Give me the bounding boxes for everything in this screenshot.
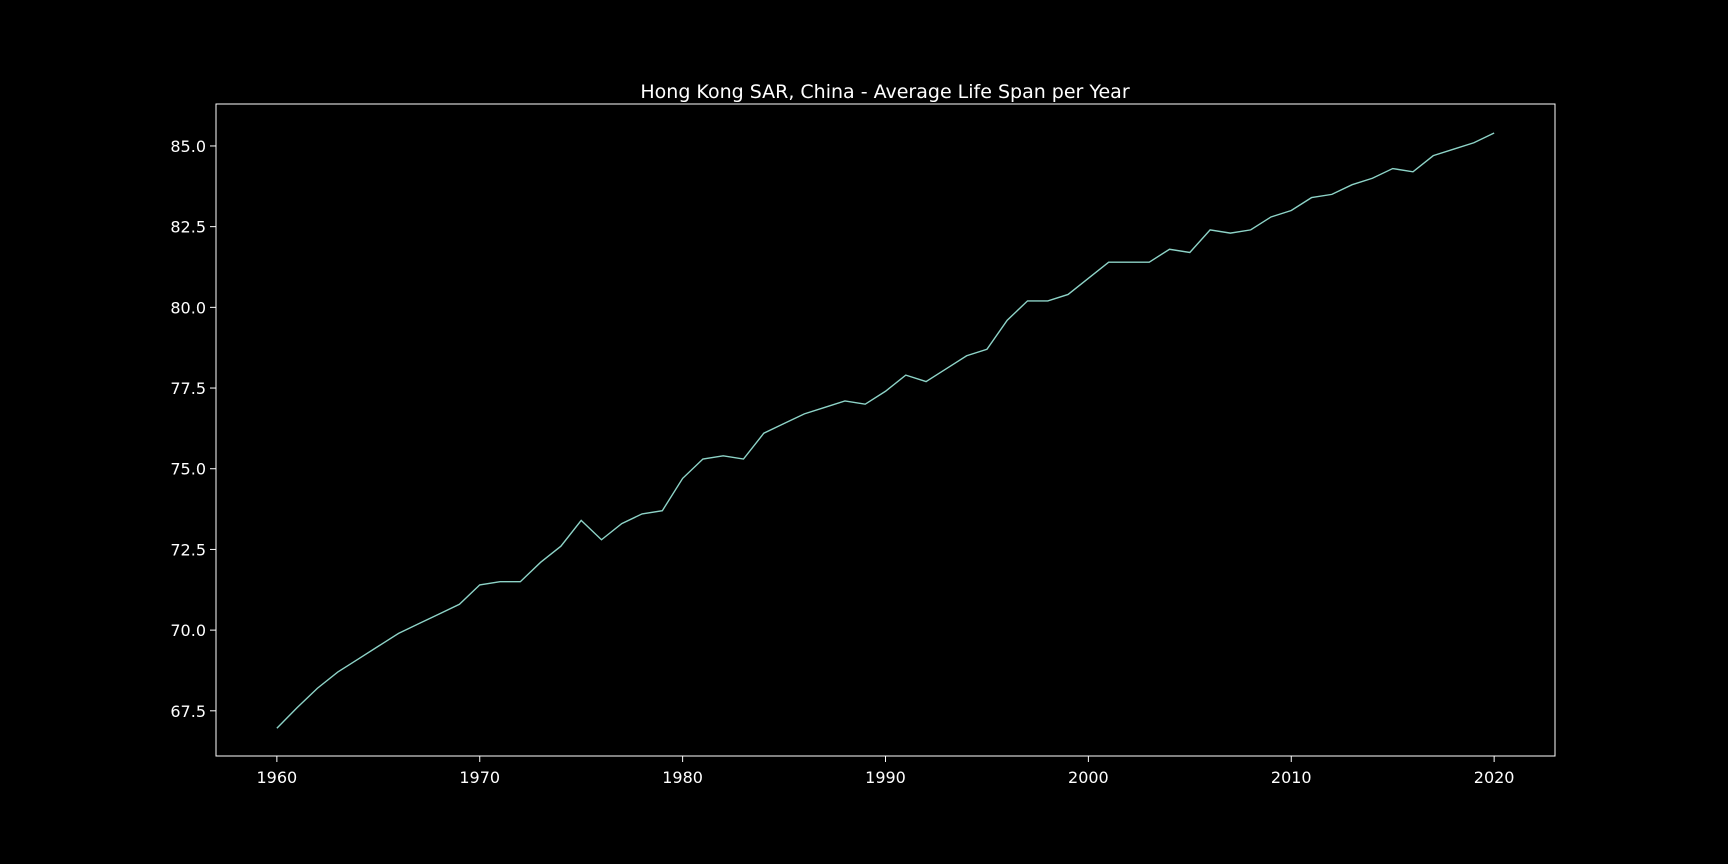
y-tick-label: 82.5 bbox=[170, 218, 206, 237]
y-tick-label: 75.0 bbox=[170, 460, 206, 479]
y-tick-label: 85.0 bbox=[170, 137, 206, 156]
y-axis: 67.5 70.0 72.5 75.0 77.5 80.0 82.5 85.0 bbox=[170, 137, 216, 721]
x-tick-label: 1980 bbox=[662, 768, 703, 787]
x-tick-label: 2010 bbox=[1271, 768, 1312, 787]
life-span-line bbox=[276, 132, 1495, 729]
plot-frame bbox=[215, 103, 1556, 757]
y-tick-label: 80.0 bbox=[170, 298, 206, 317]
y-tick-label: 77.5 bbox=[170, 379, 206, 398]
chart-title: Hong Kong SAR, China - Average Life Span… bbox=[640, 81, 1129, 103]
y-tick-label: 72.5 bbox=[170, 540, 206, 559]
x-tick-label: 1960 bbox=[257, 768, 298, 787]
y-tick-label: 67.5 bbox=[170, 702, 206, 721]
x-tick-label: 1990 bbox=[865, 768, 906, 787]
y-tick-label: 70.0 bbox=[170, 621, 206, 640]
x-tick-label: 2020 bbox=[1474, 768, 1515, 787]
x-tick-label: 2000 bbox=[1068, 768, 1109, 787]
x-tick-label: 1970 bbox=[459, 768, 500, 787]
x-axis: 1960 1970 1980 1990 2000 2010 2020 bbox=[257, 756, 1515, 787]
